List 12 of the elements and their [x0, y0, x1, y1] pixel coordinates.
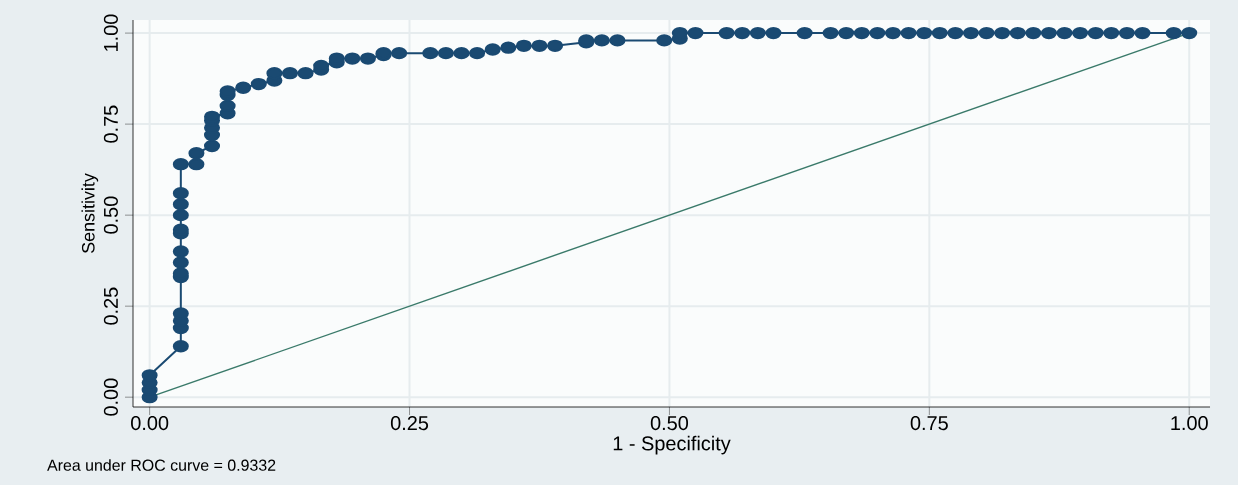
y-axis-title: Sensitivity	[81, 173, 99, 254]
x-tick-label: 0.25	[390, 416, 429, 431]
y-tick-label: 0.25	[103, 287, 118, 325]
x-tick-label: 1.00	[1171, 416, 1208, 431]
x-tick-label: 0.00	[131, 416, 169, 431]
y-tick-label: 0.75	[103, 105, 118, 143]
x-tick-label: 0.75	[910, 416, 948, 431]
y-tick-label: 1.00	[103, 14, 118, 51]
x-tick-label: 0.50	[650, 416, 689, 431]
x-axis-title: 1 - Specificity	[613, 435, 731, 455]
y-tick-label: 0.50	[103, 196, 118, 234]
text: Area under ROC curve = 0.9332	[47, 459, 276, 471]
